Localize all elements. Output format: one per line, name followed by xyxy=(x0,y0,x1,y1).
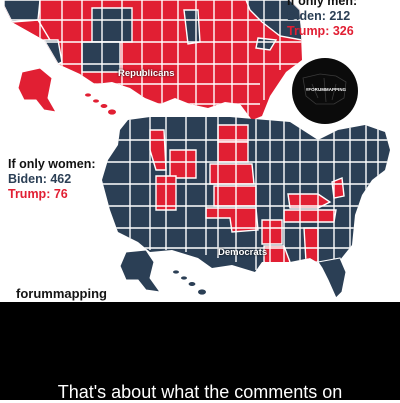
state-dem-nevada xyxy=(42,39,63,65)
state-rep-alabama xyxy=(303,227,319,263)
state-rep-south-dakota xyxy=(217,141,249,163)
state-rep-arkansas xyxy=(261,219,283,245)
caption-text: That's about what the comments on xyxy=(57,382,343,402)
women-results: If only women: Biden: 462 Trump: 76 xyxy=(8,157,96,201)
state-rep-kansas xyxy=(213,185,257,207)
republicans-label: Republicans xyxy=(118,68,175,79)
women-state-borders xyxy=(102,117,390,270)
women-map xyxy=(102,117,390,275)
men-results: If only men: Biden: 212 Trump: 326 xyxy=(287,0,357,38)
forummapping-watermark: forummapping xyxy=(16,286,107,301)
democrats-label: Democrats xyxy=(218,247,268,258)
women-map-hawaii xyxy=(173,270,206,295)
state-dem-colorado xyxy=(91,7,133,43)
women-biden-count: Biden: 462 xyxy=(8,171,72,186)
badge-map-outline-icon xyxy=(302,73,347,105)
caption-bar xyxy=(0,302,400,400)
men-state-borders xyxy=(4,0,302,120)
men-map-hawaii xyxy=(85,93,116,115)
women-map-florida xyxy=(317,257,347,299)
men-trump-count: Trump: 326 xyxy=(287,23,354,38)
women-trump-count: Trump: 76 xyxy=(8,186,68,201)
men-map-alaska xyxy=(17,67,57,113)
state-dem-maryland xyxy=(255,37,278,51)
state-rep-tennessee xyxy=(283,209,337,223)
women-heading: If only women: xyxy=(8,157,96,171)
state-dem-new-mexico xyxy=(81,41,121,73)
state-dem-washington xyxy=(4,0,41,23)
state-rep-nebraska xyxy=(209,163,255,185)
men-heading: If only men: xyxy=(287,0,358,8)
men-biden-count: Biden: 212 xyxy=(287,8,351,23)
women-map-alaska xyxy=(119,249,162,293)
forummapping-badge-text: #FORUMMAPPING xyxy=(305,87,347,92)
state-rep-wyoming xyxy=(169,149,197,179)
